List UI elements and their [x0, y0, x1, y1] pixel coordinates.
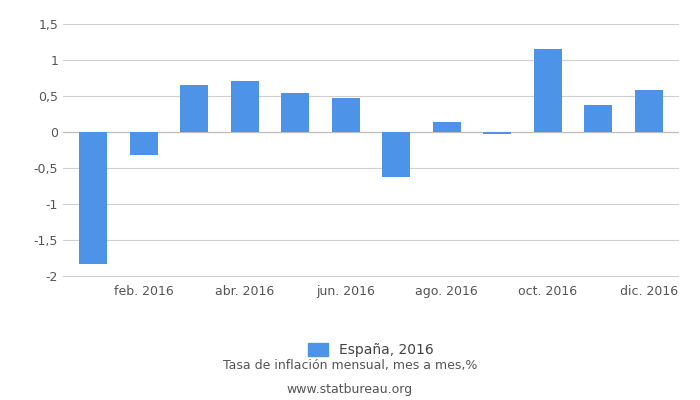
Bar — [181, 85, 208, 132]
Bar — [433, 122, 461, 132]
Bar — [332, 98, 360, 132]
Bar — [635, 90, 663, 132]
Bar — [231, 81, 259, 132]
Bar — [584, 106, 612, 132]
Bar — [281, 93, 309, 132]
Bar — [534, 49, 561, 132]
Text: www.statbureau.org: www.statbureau.org — [287, 384, 413, 396]
Bar — [79, 132, 107, 264]
Bar — [382, 132, 410, 177]
Text: Tasa de inflación mensual, mes a mes,%: Tasa de inflación mensual, mes a mes,% — [223, 360, 477, 372]
Legend: España, 2016: España, 2016 — [308, 343, 434, 357]
Bar — [483, 132, 511, 134]
Bar — [130, 132, 158, 155]
